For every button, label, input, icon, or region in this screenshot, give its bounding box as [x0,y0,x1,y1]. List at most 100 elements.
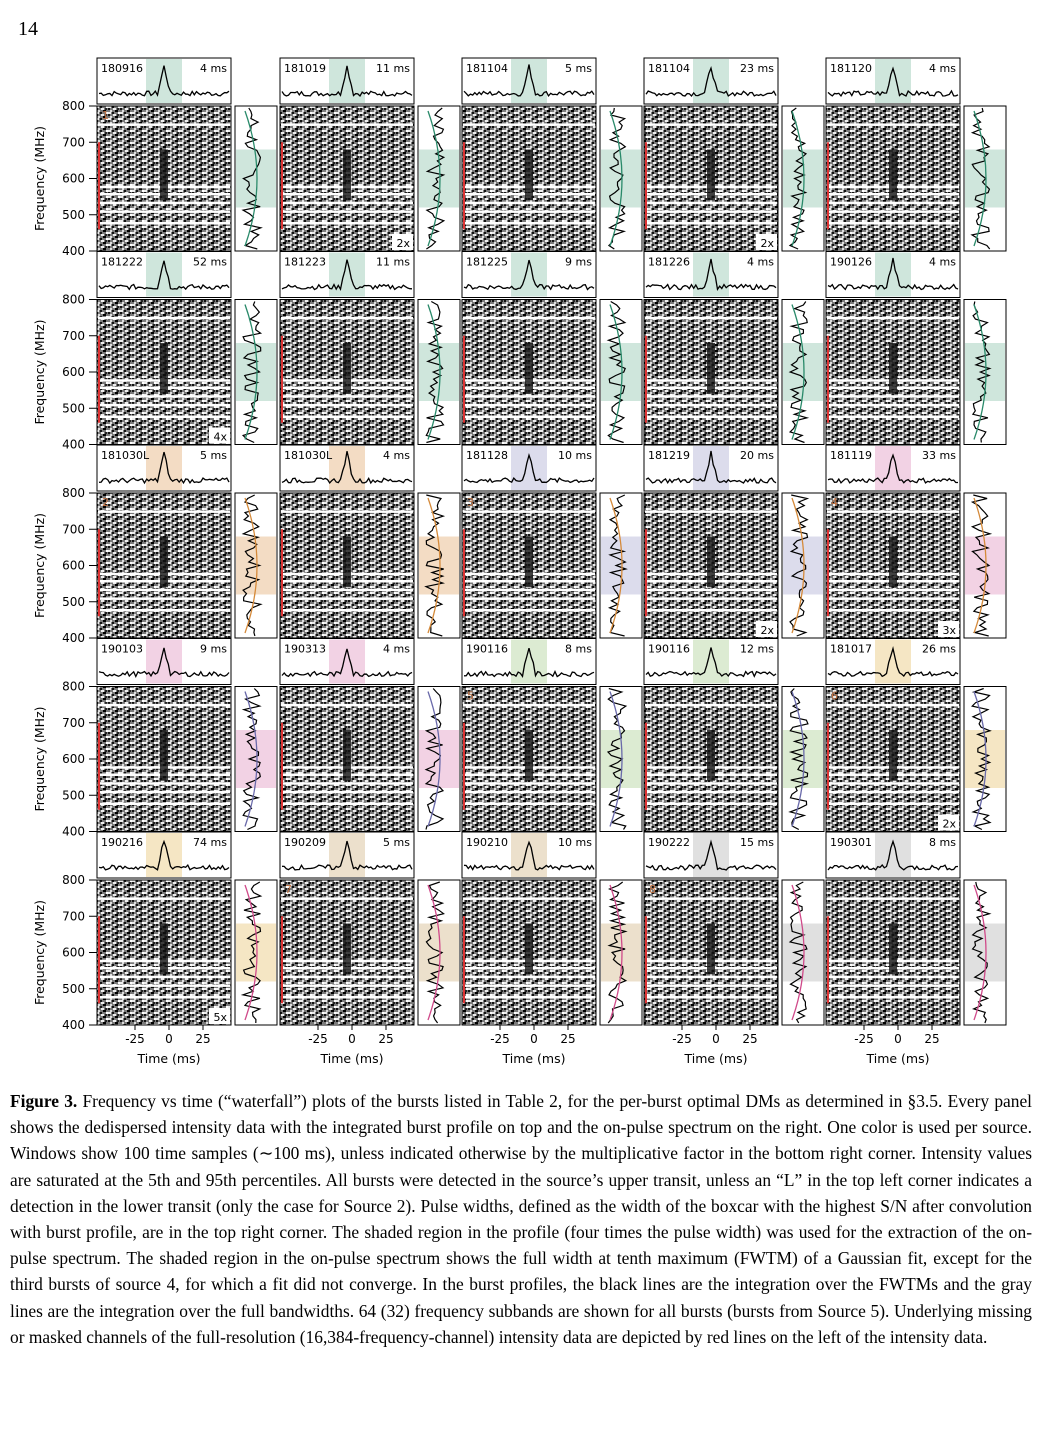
masked-channel-band [645,802,777,805]
masked-channel-band [281,597,413,600]
masked-channel-marker [645,916,647,1004]
masked-channel-marker [463,529,465,617]
masked-channel-marker [98,335,100,423]
burst-profile-line [645,258,777,291]
masked-channel-band [463,975,595,979]
pulse-width: 11 ms [376,256,410,269]
burst-signal [343,343,351,394]
x-tick-label: -25 [125,1032,145,1046]
burst-signal [707,730,715,781]
y-tick-label: 800 [62,293,85,307]
burst-signal [525,536,533,588]
masked-channel-band [645,403,777,407]
burst-date: 190116 [466,643,508,656]
masked-channel-band [645,897,777,900]
masked-channel-band [827,316,959,320]
factor-bg [938,621,959,637]
masked-channel-marker [463,335,465,423]
masked-channel-band [645,703,777,707]
burst-signal [707,923,715,975]
masked-channel-band [98,316,230,320]
profile-shade [146,639,182,684]
time-factor: 2x [760,237,774,250]
spectrum-line [241,301,263,444]
spectrum-line [788,107,808,250]
source-number: 8 [649,883,656,896]
burst-signal [889,536,897,588]
gaussian-fit [609,110,623,247]
masked-channel-band [645,609,777,612]
masked-channel-band [827,222,959,225]
masked-channel-marker [645,335,647,423]
gaussian-fit [427,497,441,634]
x-tick-label: -25 [854,1032,874,1046]
x-tick-label: 25 [924,1032,939,1046]
masked-channel-band [281,588,413,592]
burst-signal [889,923,897,975]
burst-profile-line [98,260,230,291]
x-tick-label: 0 [894,1032,902,1046]
burst-signal [343,536,351,588]
masked-channel-band [827,703,959,707]
masked-channel-band [463,703,595,707]
spectrum-line [971,301,992,443]
gaussian-fit [244,304,258,440]
masked-channel-band [827,403,959,407]
y-axis-label: Frequency (MHz) [32,319,47,424]
y-tick-label: 700 [62,522,85,536]
source-number: 2 [102,496,109,509]
time-factor: 2x [760,624,774,637]
masked-channel-band [281,996,413,999]
spectrum-line [241,107,263,250]
factor-bg [392,234,413,250]
gaussian-fit [973,304,987,440]
masked-channel-band [463,403,595,407]
x-tick-label: 0 [348,1032,356,1046]
masked-channel-band [827,984,959,987]
pulse-width: 9 ms [565,256,592,269]
burst-signal [160,923,168,975]
masked-channel-marker [281,916,283,1004]
burst-date: 181017 [830,643,872,656]
y-tick-label: 600 [62,172,85,186]
y-tick-label: 400 [62,438,85,452]
profile-shade [511,446,547,490]
x-axis-label: Time (ms) [501,1051,565,1066]
spectrum-line [971,881,992,1024]
burst-signal [525,923,533,975]
time-factor: 2x [942,818,956,831]
y-tick-label: 700 [62,909,85,923]
gaussian-fit [973,691,987,827]
burst-profile-line [827,453,958,484]
spectrum-line [789,494,810,637]
masked-channel-marker [463,722,465,810]
x-axis-label: Time (ms) [319,1051,383,1066]
profile-shade [329,252,365,297]
time-factor: 5x [213,1011,227,1024]
burst-date: 190103 [101,643,143,656]
burst-profile-line [827,839,959,871]
gaussian-fit [244,110,258,247]
masked-channel-band [645,984,777,987]
y-tick-label: 600 [62,365,85,379]
gaussian-fit [427,304,441,440]
masked-channel-band [281,802,413,805]
masked-channel-band [98,802,230,805]
burst-signal [889,730,897,781]
gaussian-fit [427,110,441,247]
masked-channel-band [645,975,777,979]
burst-signal [343,149,351,201]
masked-channel-band [827,588,959,592]
gaussian-fit [973,110,987,247]
y-tick-label: 500 [62,208,85,222]
masked-channel-band [98,415,230,418]
y-axis-label: Frequency (MHz) [32,513,47,618]
masked-channel-band [281,703,413,707]
y-tick-label: 500 [62,401,85,415]
burst-profile-line [98,65,230,97]
gaussian-fit [791,304,805,440]
burst-signal [707,343,715,394]
profile-shade [875,639,911,684]
x-axis-label: Time (ms) [683,1051,747,1066]
pulse-width: 5 ms [383,836,410,849]
